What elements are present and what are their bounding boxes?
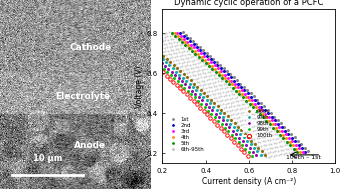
Text: 100th – 1st: 100th – 1st <box>286 155 321 160</box>
Text: Anode: Anode <box>74 141 106 150</box>
Text: 10 μm: 10 μm <box>33 154 62 163</box>
Text: Cathode: Cathode <box>69 43 111 52</box>
Title: Dynamic cyclic operation of a PCFC: Dynamic cyclic operation of a PCFC <box>174 0 324 7</box>
Y-axis label: Voltage (V): Voltage (V) <box>134 65 144 108</box>
Legend: 96th, 97th, 98th, 99th, 100th: 96th, 97th, 98th, 99th, 100th <box>241 107 275 141</box>
X-axis label: Current density (A cm⁻²): Current density (A cm⁻²) <box>202 177 296 186</box>
Text: Electrolyte: Electrolyte <box>55 92 110 101</box>
